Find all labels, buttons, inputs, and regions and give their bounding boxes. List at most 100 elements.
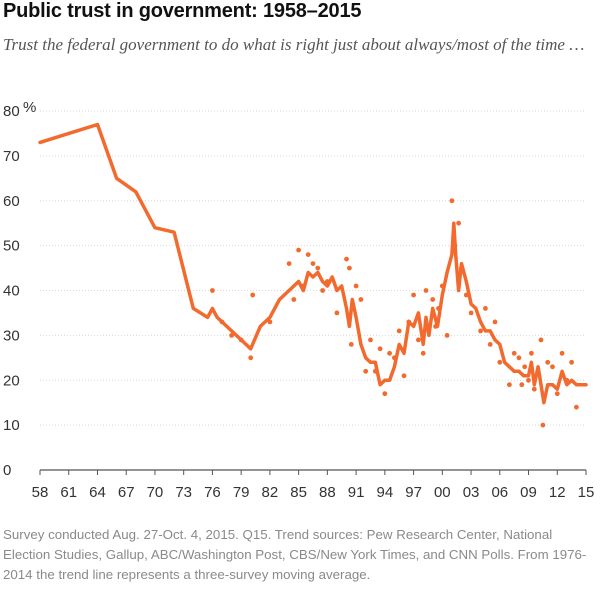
survey-point: [296, 247, 301, 253]
survey-point: [433, 324, 438, 329]
x-tick-label: 64: [89, 484, 106, 501]
survey-point: [325, 279, 330, 284]
survey-point: [507, 382, 512, 388]
survey-point: [478, 328, 483, 334]
survey-point: [538, 337, 544, 343]
survey-point: [468, 310, 474, 316]
survey-point: [529, 350, 534, 356]
survey-point: [574, 404, 579, 410]
survey-point: [436, 306, 441, 311]
y-tick-label: 80: [3, 103, 20, 120]
x-tick-label: 03: [463, 484, 480, 501]
y-tick-label: 30: [3, 327, 20, 344]
y-tick-label: 40: [3, 283, 20, 300]
survey-point: [550, 364, 555, 370]
survey-point: [250, 292, 256, 298]
survey-point: [310, 261, 316, 266]
x-axis-labels: 58 61 64 67 70 73 76 79 82 85 88 91 94 97 00 03 06 09 12 15: [32, 484, 595, 501]
x-tick-label: 91: [348, 484, 365, 501]
y-unit-label: %: [23, 99, 36, 116]
line-chart: 0 10 20 30 40 50 60 70 80% 58 61 64 67 70 73 76 79 82 85 8…: [3, 99, 595, 501]
survey-point: [497, 359, 503, 365]
survey-point: [483, 306, 488, 311]
x-tick-label: 76: [204, 484, 221, 501]
survey-point: [456, 220, 461, 226]
survey-point: [387, 350, 392, 356]
y-axis-labels: 0 10 20 30 40 50 60 70 80%: [3, 99, 36, 479]
x-tick-label: 70: [147, 484, 164, 501]
x-tick-label: 82: [262, 484, 279, 501]
survey-point: [444, 333, 450, 338]
survey-point: [382, 391, 388, 397]
survey-point: [554, 391, 560, 397]
survey-point: [487, 342, 493, 347]
survey-point: [353, 283, 359, 289]
survey-point: [522, 364, 528, 370]
survey-point: [519, 382, 525, 388]
trend-line: [38, 122, 588, 405]
x-tick-label: 61: [60, 484, 77, 501]
survey-point: [377, 346, 383, 352]
survey-point: [569, 359, 574, 365]
survey-point: [559, 350, 565, 356]
x-tick-label: 73: [175, 484, 192, 501]
survey-point: [449, 198, 455, 204]
chart-subtitle: Trust the federal government to do what …: [3, 35, 585, 54]
survey-point: [439, 283, 445, 289]
survey-point: [238, 337, 244, 343]
survey-point: [368, 337, 373, 343]
y-tick-label: 0: [3, 462, 11, 479]
survey-point: [540, 422, 546, 428]
survey-point: [423, 288, 429, 293]
x-tick-label: 67: [118, 484, 135, 501]
survey-point: [459, 265, 464, 271]
x-tick-label: 79: [233, 484, 250, 501]
gridlines: [40, 110, 586, 426]
survey-point: [392, 355, 397, 361]
trend-line-series: [38, 122, 588, 405]
survey-point: [358, 297, 364, 302]
x-tick-label: 12: [549, 484, 566, 501]
x-tick-label: 00: [434, 484, 451, 501]
y-tick-label: 60: [3, 193, 20, 210]
survey-point: [401, 373, 407, 379]
survey-point: [229, 333, 235, 338]
survey-points-series: [210, 198, 579, 428]
source-note: Survey conducted Aug. 27-Oct. 4, 2015. Q…: [3, 527, 587, 582]
survey-point: [564, 377, 570, 383]
survey-point: [363, 368, 369, 374]
x-tick-label: 85: [290, 484, 307, 501]
y-tick-label: 20: [3, 372, 20, 389]
survey-point: [492, 319, 498, 325]
y-tick-label: 70: [3, 148, 20, 165]
survey-point: [320, 288, 325, 293]
survey-point: [545, 359, 551, 365]
survey-point: [511, 350, 517, 356]
survey-point: [315, 265, 321, 271]
survey-point: [344, 256, 349, 262]
x-axis: [39, 469, 587, 475]
survey-point: [416, 337, 421, 343]
survey-point: [420, 350, 426, 356]
survey-point: [305, 252, 311, 257]
x-tick-label: 09: [520, 484, 537, 501]
survey-point: [406, 319, 412, 325]
survey-point: [430, 297, 436, 302]
x-tick-label: 15: [578, 484, 595, 501]
y-tick-label: 10: [3, 417, 20, 434]
survey-point: [334, 310, 340, 316]
survey-point: [348, 342, 354, 347]
survey-point: [452, 243, 458, 249]
survey-point: [516, 355, 522, 361]
x-tick-label: 58: [32, 484, 49, 501]
survey-point: [210, 288, 215, 293]
survey-point: [535, 368, 541, 374]
survey-point: [347, 265, 352, 271]
survey-point: [248, 355, 254, 361]
survey-point: [463, 292, 469, 298]
y-tick-label: 50: [3, 238, 20, 255]
x-tick-label: 88: [319, 484, 336, 501]
x-tick-label: 94: [376, 484, 393, 501]
survey-point: [411, 292, 416, 298]
survey-point: [372, 368, 378, 374]
